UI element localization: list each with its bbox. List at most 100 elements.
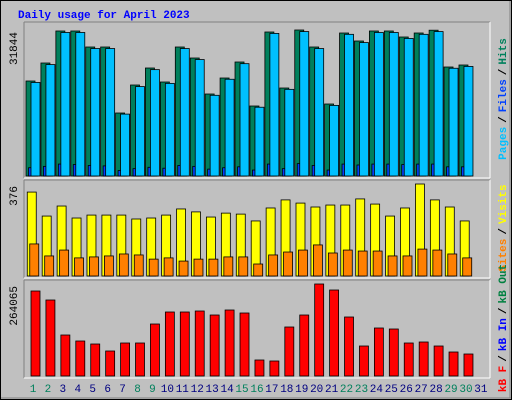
x-tick-label: 26 <box>400 384 413 396</box>
x-tick-label: 5 <box>89 384 96 396</box>
bar <box>418 341 429 377</box>
bar <box>164 311 175 377</box>
x-tick-label: 18 <box>280 384 293 396</box>
bar <box>299 31 310 177</box>
bar <box>254 106 265 177</box>
bar <box>463 353 474 377</box>
bar <box>104 255 114 277</box>
bar <box>314 283 325 377</box>
bar <box>209 94 220 177</box>
x-tick-label: 8 <box>134 384 141 396</box>
bar <box>89 256 99 277</box>
x-tick-label: 27 <box>415 384 428 396</box>
bar <box>283 251 293 277</box>
x-tick-label: 23 <box>355 384 368 396</box>
bar <box>359 42 369 177</box>
x-tick-label: 10 <box>161 384 174 396</box>
x-tick-label: 6 <box>104 384 111 396</box>
bar <box>135 342 145 377</box>
bar <box>284 88 295 177</box>
x-tick-label: 9 <box>149 384 156 396</box>
bar <box>344 33 354 177</box>
bar <box>75 340 86 377</box>
x-tick-label: 11 <box>176 384 190 396</box>
bar <box>433 31 444 177</box>
bar <box>387 255 398 277</box>
legend-separator: / <box>498 116 510 123</box>
legend-entry: Sites <box>498 239 510 272</box>
bar <box>462 257 473 277</box>
x-tick-label: 29 <box>444 384 457 396</box>
bar <box>178 260 189 277</box>
bar <box>342 249 353 277</box>
bar <box>344 316 354 377</box>
bar <box>418 33 429 177</box>
bar <box>90 343 101 377</box>
legend-entry: Visits <box>498 184 510 224</box>
chart-title: Daily usage for April 2023 <box>18 10 190 22</box>
x-tick-label: 25 <box>385 384 398 396</box>
legend-entry: Files <box>498 79 510 112</box>
x-tick-label: 20 <box>310 384 323 396</box>
bar <box>45 64 56 177</box>
legend-entry: Hits <box>498 38 510 64</box>
legend-entry: kB Out <box>498 264 510 304</box>
x-tick-label: 24 <box>370 384 384 396</box>
bar <box>388 328 399 377</box>
legend-entry: kB In <box>498 318 510 351</box>
legend: Sites / Visits <box>498 184 510 271</box>
bar <box>208 258 219 277</box>
bar <box>269 360 280 377</box>
bar <box>120 342 130 377</box>
x-tick-label: 21 <box>325 384 339 396</box>
bar <box>74 257 84 277</box>
bar <box>432 249 443 277</box>
bar <box>194 59 205 177</box>
bar <box>463 66 474 177</box>
legend-entry: kB F <box>498 366 510 392</box>
legend-separator: / <box>498 228 510 235</box>
bar <box>59 249 70 277</box>
bar <box>135 86 145 177</box>
x-tick-label: 2 <box>45 384 52 396</box>
x-tick-label: 19 <box>295 384 308 396</box>
bar <box>448 351 459 377</box>
bar <box>313 244 323 277</box>
bar <box>75 32 86 177</box>
bar <box>329 104 340 177</box>
legend-separator: / <box>498 68 510 75</box>
bar <box>45 299 56 377</box>
x-tick-label: 13 <box>206 384 219 396</box>
legend: Pages / Files / Hits <box>498 38 510 160</box>
x-tick-label: 17 <box>265 384 278 396</box>
legend-entry: Pages <box>498 127 510 160</box>
bar <box>90 48 101 177</box>
bar <box>327 252 338 277</box>
bar <box>357 250 368 277</box>
bar <box>30 290 41 377</box>
bar <box>194 310 205 377</box>
bar <box>372 250 383 277</box>
bar <box>150 323 160 377</box>
bar <box>314 48 325 177</box>
bar <box>329 289 340 377</box>
bar <box>359 345 369 377</box>
bar <box>179 48 190 177</box>
bar <box>29 243 40 277</box>
x-tick-label: 30 <box>459 384 472 396</box>
bar <box>60 32 71 177</box>
bar <box>224 78 235 177</box>
bar <box>373 327 384 377</box>
bar <box>238 256 249 277</box>
bar <box>402 255 413 277</box>
bar <box>447 253 458 277</box>
bar <box>268 254 279 277</box>
legend-separator: / <box>498 307 510 314</box>
y-tick-label: 376 <box>9 186 21 206</box>
bar <box>448 67 459 177</box>
x-tick-label: 1 <box>30 384 37 396</box>
bar <box>417 248 428 277</box>
bar <box>150 69 160 177</box>
bar <box>30 82 41 177</box>
